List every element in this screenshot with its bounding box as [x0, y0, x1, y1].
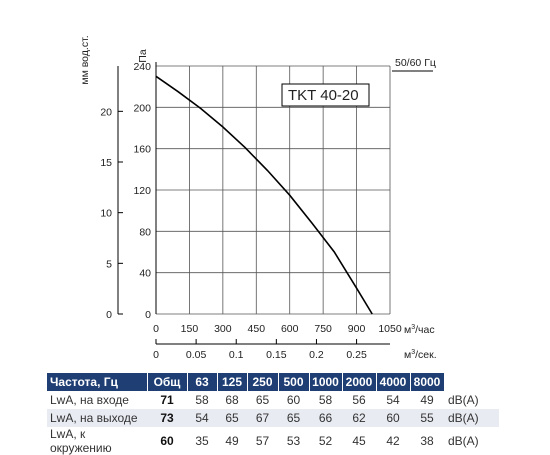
cell: 49	[225, 434, 239, 448]
row-total: 71	[160, 393, 174, 407]
m3h-tick-label: 1050	[378, 323, 402, 335]
row-unit: dB(A)	[448, 434, 479, 448]
header-frequency: Частота, Гц	[47, 373, 148, 391]
header-total: Общ	[147, 373, 188, 391]
header-500: 500	[278, 373, 310, 391]
cell: 54	[386, 393, 400, 407]
header-250: 250	[247, 373, 279, 391]
cell: 55	[410, 409, 444, 427]
cell: 45	[352, 434, 366, 448]
table-row: LwA, на входе 71 58 68 65 60 58 56 54 49…	[47, 391, 499, 409]
model-label: TKT 40-20	[288, 87, 359, 104]
cell: 65	[217, 409, 247, 427]
m3h-tick-label: 600	[281, 323, 299, 335]
table-row: LwA, к окружению 60 35 49 57 53 52 45 42…	[47, 427, 499, 455]
cell: 60	[286, 393, 301, 407]
header-4000: 4000	[376, 373, 411, 391]
pa-tick-label: 200	[133, 102, 151, 114]
axes	[117, 62, 390, 345]
mm-water-tick-label: 20	[100, 106, 112, 118]
pa-tick-label: 0	[145, 309, 151, 321]
mm-water-axis-label: мм вод.ст.	[79, 35, 91, 84]
cell: 42	[386, 434, 400, 448]
model-label-box	[281, 83, 370, 107]
frequency-label: 50/60 Гц	[395, 57, 436, 69]
header-63: 63	[187, 373, 218, 391]
header-unit	[444, 373, 499, 391]
m3h-tick-label: 450	[248, 323, 266, 335]
row-unit: dB(A)	[448, 393, 479, 407]
cell: 60	[376, 409, 410, 427]
pa-tick-label: 240	[133, 61, 151, 73]
cell: 54	[187, 409, 217, 427]
m3h-tick-label: 0	[153, 323, 159, 335]
pa-tick-label: 40	[139, 268, 151, 280]
m3s-tick-label: 0.25	[346, 349, 367, 361]
noise-table: Частота, Гц Общ 63 125 250 500 1000 2000…	[47, 373, 499, 455]
m3s-tick-label: 0	[153, 349, 159, 361]
cell: 49	[420, 393, 434, 407]
row-total: 73	[147, 409, 187, 427]
pa-tick-label: 120	[133, 185, 151, 197]
cell: 58	[318, 393, 333, 407]
header-1000: 1000	[309, 373, 343, 391]
cell: 62	[342, 409, 376, 427]
header-8000: 8000	[410, 373, 445, 391]
mm-water-tick-label: 10	[100, 208, 112, 220]
m3h-tick-label: 900	[348, 323, 366, 335]
row-unit: dB(A)	[444, 409, 499, 427]
cell: 58	[195, 393, 209, 407]
cell: 52	[318, 434, 333, 448]
grid	[155, 65, 391, 315]
m3s-tick-label: 0.1	[229, 349, 244, 361]
cell: 53	[286, 434, 301, 448]
header-125: 125	[217, 373, 248, 391]
mm-water-tick-label: 15	[100, 157, 112, 169]
row-total: 60	[160, 434, 174, 448]
header-2000: 2000	[342, 373, 377, 391]
row-label: LwA, на входе	[50, 393, 129, 407]
cell: 57	[255, 434, 270, 448]
cell: 65	[255, 393, 270, 407]
m3h-tick-label: 300	[214, 323, 232, 335]
cell: 68	[225, 393, 239, 407]
cell: 65	[278, 409, 309, 427]
pa-tick-label: 160	[133, 144, 151, 156]
cell: 66	[309, 409, 342, 427]
pa-axis-label: Па	[137, 49, 149, 63]
table-row: LwA, на выходе 73 54 65 67 65 66 62 60 5…	[47, 409, 499, 427]
pa-tick-label: 80	[139, 226, 151, 238]
noise-table-header: Частота, Гц Общ 63 125 250 500 1000 2000…	[47, 373, 499, 391]
mm-water-tick-label: 0	[106, 309, 112, 321]
performance-curve	[155, 75, 373, 315]
cell: 38	[420, 434, 434, 448]
mm-water-tick-label: 5	[106, 258, 112, 270]
row-label: LwA, на выходе	[47, 409, 147, 427]
m3s-tick-label: 0.15	[266, 349, 287, 361]
m3s-tick-label: 0.05	[186, 349, 207, 361]
m3h-axis-label: м3/час	[404, 324, 435, 336]
m3s-axis-label: м3/сек.	[404, 349, 437, 361]
cell: 56	[352, 393, 366, 407]
row-label: LwA, к окружению	[50, 427, 112, 455]
m3h-tick-label: 750	[314, 323, 332, 335]
cell: 35	[195, 434, 209, 448]
m3s-tick-label: 0.2	[309, 349, 324, 361]
m3h-tick-label: 150	[181, 323, 199, 335]
cell: 67	[247, 409, 278, 427]
